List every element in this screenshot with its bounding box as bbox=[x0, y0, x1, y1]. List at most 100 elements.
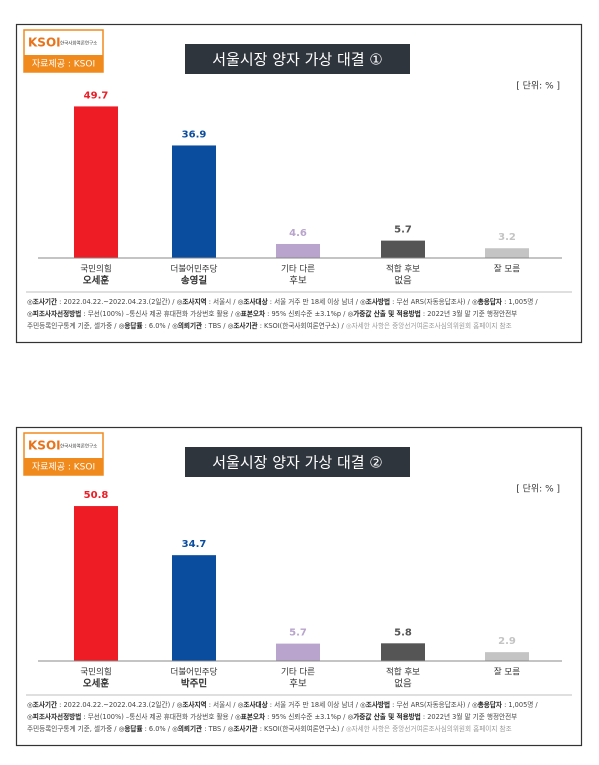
unit-label: [ 단위: % ] bbox=[516, 484, 560, 495]
source-bar bbox=[24, 55, 103, 72]
footnote-text: : 무선 ARS(자동응답조사) / bbox=[390, 700, 472, 709]
footnote-label: ◎표본오차 bbox=[235, 309, 266, 318]
footnote-line: ◎피조사자선정방법 : 무선(100%) –통신사 제공 휴대전화 가상번호 활… bbox=[27, 712, 517, 721]
footnote-label: ◎조사기관 bbox=[228, 724, 258, 733]
x-tick-label: 기타 다른 bbox=[281, 265, 315, 275]
value-label: 34.7 bbox=[182, 539, 207, 550]
footnote-text: 주민등록인구통계 기준, 셀가중 / bbox=[27, 724, 119, 733]
x-tick-label: 잘 모름 bbox=[494, 667, 520, 678]
footnote-label: ◎총응답자 bbox=[472, 700, 503, 709]
footnote-label: ◎조사기간 bbox=[27, 297, 57, 306]
footnote-text: : 2022년 3월 말 기준 행정안전부 bbox=[421, 309, 517, 318]
footnote-text: : 서울 거주 만 18세 이상 남녀 / bbox=[268, 297, 360, 306]
footnote-label: ◎피조사자선정방법 bbox=[27, 309, 81, 318]
chart-title: 서울시장 양자 가상 대결 ② bbox=[212, 454, 383, 472]
bar bbox=[381, 240, 425, 258]
x-tick-label: 더불어민주당 bbox=[171, 667, 218, 678]
bar bbox=[74, 506, 118, 661]
footnote-text: : 6.0% / bbox=[143, 725, 173, 733]
footnote-text: : 95% 신뢰수준 ±3.1%p / bbox=[265, 712, 347, 721]
x-tick-label: 국민의힘 bbox=[80, 264, 111, 275]
footnote-text: 주민등록인구통계 기준, 셀가중 / bbox=[27, 321, 119, 330]
source: 자료제공 : KSOI bbox=[32, 59, 95, 70]
footnote-text: : 무선(100%) –통신사 제공 휴대전화 가상번호 활용 / bbox=[81, 712, 235, 721]
title-box bbox=[185, 44, 410, 74]
footnote-text: : 1,005명 / bbox=[502, 297, 538, 306]
x-tick-label: 더불어민주당 bbox=[171, 264, 218, 275]
footnote-text: : 무선(100%) –통신사 제공 휴대전화 가상번호 활용 / bbox=[81, 309, 235, 318]
value-label: 50.8 bbox=[84, 490, 109, 501]
x-tick-label: 적합 후보 bbox=[386, 667, 420, 678]
value-label: 49.7 bbox=[84, 90, 109, 101]
x-tick-label: 없음 bbox=[394, 275, 412, 287]
footnote-text: : 서울시 / bbox=[207, 700, 238, 709]
footnote-line: ◎조사기간 : 2022.04.22.~2022.04.23.(2일간) / ◎… bbox=[27, 297, 538, 306]
footnote-text: : 95% 신뢰수준 ±3.1%p / bbox=[265, 309, 347, 318]
logo: KSOI bbox=[28, 439, 61, 453]
footnote-text: : 무선 ARS(자동응답조사) / bbox=[390, 297, 472, 306]
footnote-line: 주민등록인구통계 기준, 셀가중 / ◎응답률 : 6.0% / ◎의뢰기관 :… bbox=[27, 724, 512, 733]
footnote-label: ◎가중값 산출 및 적용방법 bbox=[347, 309, 420, 318]
bar bbox=[485, 652, 529, 661]
value-label: 3.2 bbox=[498, 232, 516, 243]
title-box bbox=[185, 447, 410, 477]
bar bbox=[381, 643, 425, 661]
footnote-label: ◎조사방법 bbox=[360, 297, 390, 306]
logo-sub: 한국사회여론연구소 bbox=[60, 443, 97, 450]
x-tick-label: 잘 모름 bbox=[494, 264, 520, 275]
x-tick-label: 적합 후보 bbox=[386, 264, 420, 275]
bar bbox=[74, 106, 118, 258]
footnote-label: ◎의뢰기관 bbox=[172, 321, 202, 330]
bar bbox=[172, 145, 216, 258]
footnote-text: : KSOI(한국사회여론연구소) / bbox=[258, 724, 346, 733]
footnote-line: ◎조사기간 : 2022.04.22.~2022.04.23.(2일간) / ◎… bbox=[27, 700, 538, 709]
footnote-label: ◎가중값 산출 및 적용방법 bbox=[347, 712, 420, 721]
footnote-label: ◎조사지역 bbox=[177, 700, 207, 709]
value-label: 4.6 bbox=[289, 228, 307, 239]
footnote-label: ◎조사지역 bbox=[177, 297, 207, 306]
footnote-text: : 2022.04.22.~2022.04.23.(2일간) / bbox=[57, 297, 177, 306]
footnote-label: ◎조사기관 bbox=[228, 321, 258, 330]
value-label: 5.7 bbox=[394, 225, 412, 236]
footnote-text: : 2022.04.22.~2022.04.23.(2일간) / bbox=[57, 700, 177, 709]
footnote-note: ◎자세한 사항은 중앙선거여론조사심의위원회 홈페이지 참조 bbox=[346, 724, 512, 733]
footnote-text: : TBS / bbox=[202, 322, 227, 330]
footnote-label: ◎조사기간 bbox=[27, 700, 57, 709]
footnote-label: ◎의뢰기관 bbox=[172, 724, 202, 733]
bar bbox=[485, 248, 529, 258]
footnote-text: : 6.0% / bbox=[143, 322, 173, 330]
footnote-text: : 서울 거주 만 18세 이상 남녀 / bbox=[268, 700, 360, 709]
footnote-text: : TBS / bbox=[202, 725, 227, 733]
footnote-label: ◎조사대상 bbox=[238, 297, 268, 306]
value-label: 2.9 bbox=[498, 636, 516, 647]
footnote-label: ◎응답률 bbox=[119, 321, 143, 330]
value-label: 5.7 bbox=[289, 628, 307, 639]
footnote-text: : 서울시 / bbox=[207, 297, 238, 306]
unit-label: [ 단위: % ] bbox=[516, 81, 560, 92]
x-tick-label: 송영길 bbox=[181, 275, 207, 287]
bar bbox=[276, 243, 320, 258]
x-tick-label: 국민의힘 bbox=[80, 667, 111, 678]
x-tick-label: 기타 다른 bbox=[281, 668, 315, 678]
logo-sub: 한국사회여론연구소 bbox=[60, 40, 97, 47]
chart-title: 서울시장 양자 가상 대결 ① bbox=[212, 51, 383, 69]
footnote-label: ◎응답률 bbox=[119, 724, 143, 733]
footnote-label: ◎피조사자선정방법 bbox=[27, 712, 81, 721]
footnote-text: : KSOI(한국사회여론연구소) / bbox=[258, 321, 346, 330]
footnote-text: : 1,005명 / bbox=[502, 700, 538, 709]
bar bbox=[172, 555, 216, 661]
footnote-label: ◎표본오차 bbox=[235, 712, 266, 721]
source-bar bbox=[24, 458, 103, 475]
footnote-text: : 2022년 3월 말 기준 행정안전부 bbox=[421, 712, 517, 721]
footnote-label: ◎조사대상 bbox=[238, 700, 268, 709]
footnote-label: ◎총응답자 bbox=[472, 297, 503, 306]
x-tick-label: 오세훈 bbox=[83, 275, 109, 287]
footnote-line: 주민등록인구통계 기준, 셀가중 / ◎응답률 : 6.0% / ◎의뢰기관 :… bbox=[27, 321, 512, 330]
footnote-note: ◎자세한 사항은 중앙선거여론조사심의위원회 홈페이지 참조 bbox=[346, 321, 512, 330]
footnote-label: ◎조사방법 bbox=[360, 700, 390, 709]
x-tick-label: 박주민 bbox=[181, 678, 207, 690]
